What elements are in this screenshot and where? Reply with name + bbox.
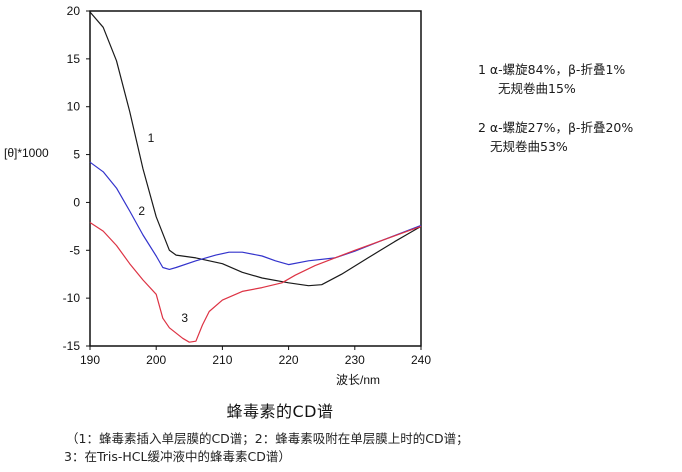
- y-tick-label: 0: [73, 195, 80, 209]
- x-axis: 190 200 210 220 230 240: [80, 346, 431, 367]
- secondary-structure-legend: 1 α-螺旋84%，β-折叠1% 无规卷曲15% 2 α-螺旋27%，β-折叠2…: [478, 60, 633, 176]
- legend-entry-1-line2: 无规卷曲15%: [498, 81, 576, 96]
- curve-1: [89, 11, 422, 287]
- data-series: [89, 11, 422, 343]
- curve-label-1: 1: [148, 131, 155, 145]
- caption-line-2: 3：在Tris-HCL缓冲液中的蜂毒素CD谱）: [64, 449, 291, 464]
- legend-entry-1-line1: 1 α-螺旋84%，β-折叠1%: [478, 62, 626, 77]
- caption-line-1: （1：蜂毒素插入单层膜的CD谱；2：蜂毒素吸附在单层膜上时的CD谱；: [66, 431, 469, 446]
- curve-2: [89, 161, 422, 270]
- y-tick-label: -5: [69, 243, 80, 257]
- x-tick-label: 200: [146, 353, 166, 367]
- chart-title: 蜂毒素的CD谱: [226, 402, 334, 421]
- legend-entry-2-line1: 2 α-螺旋27%，β-折叠20%: [478, 120, 634, 135]
- curve-label-3: 3: [181, 311, 188, 325]
- legend-entry-2: 2 α-螺旋27%，β-折叠20% 无规卷曲53%: [478, 118, 633, 156]
- y-axis-label: [θ]*1000: [4, 146, 49, 160]
- legend-entry-2-line2: 无规卷曲53%: [490, 139, 568, 154]
- plot-frame: [89, 10, 422, 347]
- y-tick-label: -10: [63, 291, 81, 305]
- x-tick-label: 240: [411, 353, 431, 367]
- curve-label-2: 2: [138, 204, 145, 218]
- x-tick-label: 230: [345, 353, 365, 367]
- y-axis: 20 15 10 5 0 -5 -10 -15: [63, 4, 90, 353]
- x-tick-label: 190: [80, 353, 100, 367]
- y-tick-label: 15: [67, 52, 81, 66]
- curve-labels: 1 2 3: [138, 131, 188, 325]
- legend-entry-1: 1 α-螺旋84%，β-折叠1% 无规卷曲15%: [478, 60, 633, 98]
- y-tick-label: -15: [63, 339, 81, 353]
- figure-caption: （1：蜂毒素插入单层膜的CD谱；2：蜂毒素吸附在单层膜上时的CD谱； 3：在Tr…: [64, 430, 469, 466]
- x-tick-label: 210: [212, 353, 232, 367]
- x-tick-label: 220: [279, 353, 299, 367]
- x-axis-label: 波长/nm: [336, 373, 380, 387]
- y-tick-label: 5: [73, 148, 80, 162]
- y-tick-label: 20: [67, 4, 81, 18]
- curve-3: [89, 221, 422, 343]
- y-tick-label: 10: [67, 100, 81, 114]
